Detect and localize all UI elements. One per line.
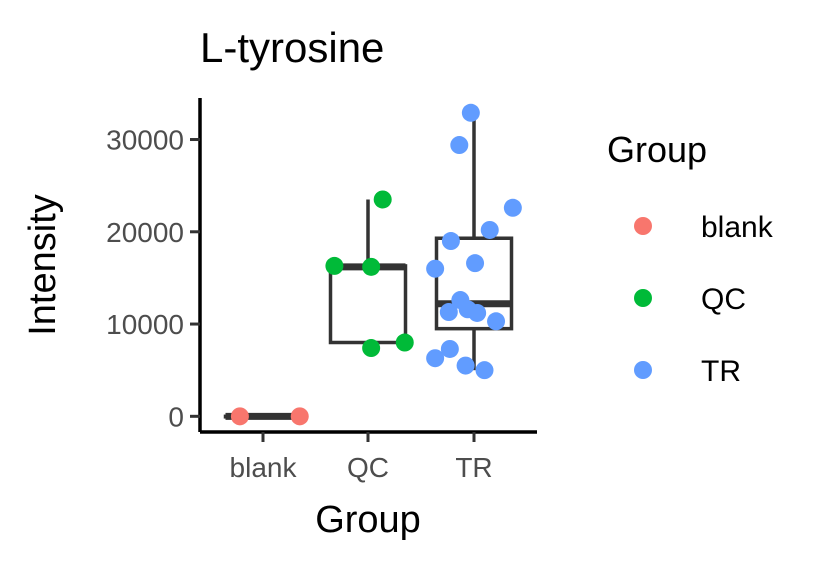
x-tick-label-TR: TR <box>455 452 492 483</box>
legend: blank QC TR <box>634 211 774 388</box>
box-QC <box>328 264 408 345</box>
point-TR-20 <box>426 349 445 368</box>
x-axis-title: Group <box>315 499 421 541</box>
y-axis-title: Intensity <box>22 194 64 336</box>
point-blank-1 <box>290 407 309 426</box>
point-QC-2 <box>325 256 344 275</box>
point-TR-12 <box>466 254 485 273</box>
point-TR-9 <box>503 198 522 217</box>
x-tick-label-QC: QC <box>347 452 389 483</box>
y-tick-label-0: 0 <box>168 401 184 432</box>
legend-key-QC <box>634 289 652 307</box>
y-tick-label-30000: 30000 <box>106 125 184 156</box>
point-QC-5 <box>362 339 381 358</box>
point-TR-21 <box>456 356 475 375</box>
point-TR-13 <box>426 259 445 278</box>
y-tick-label-20000: 20000 <box>106 217 184 248</box>
point-TR-7 <box>461 103 480 122</box>
legend-label-QC: QC <box>701 283 746 316</box>
point-TR-8 <box>450 136 469 155</box>
point-QC-6 <box>395 333 414 352</box>
legend-key-TR <box>634 361 652 379</box>
legend-label-TR: TR <box>701 355 741 388</box>
y-tick-label-10000: 10000 <box>106 309 184 340</box>
legend-label-blank: blank <box>701 211 774 244</box>
plot-area: 0 10000 20000 30000 blank QC TR <box>106 98 537 483</box>
legend-title: Group <box>607 129 707 170</box>
point-QC-4 <box>373 190 392 209</box>
point-TR-18 <box>487 312 506 331</box>
point-TR-11 <box>441 232 460 251</box>
point-TR-15 <box>439 303 458 322</box>
legend-key-blank <box>634 217 652 235</box>
point-TR-10 <box>480 220 499 239</box>
point-TR-19 <box>440 339 459 358</box>
chart-title: L-tyrosine <box>200 24 384 71</box>
point-blank-0 <box>230 407 249 426</box>
x-tick-label-blank: blank <box>230 452 298 483</box>
point-QC-3 <box>362 257 381 276</box>
point-TR-17 <box>468 303 487 322</box>
point-TR-22 <box>475 361 494 380</box>
